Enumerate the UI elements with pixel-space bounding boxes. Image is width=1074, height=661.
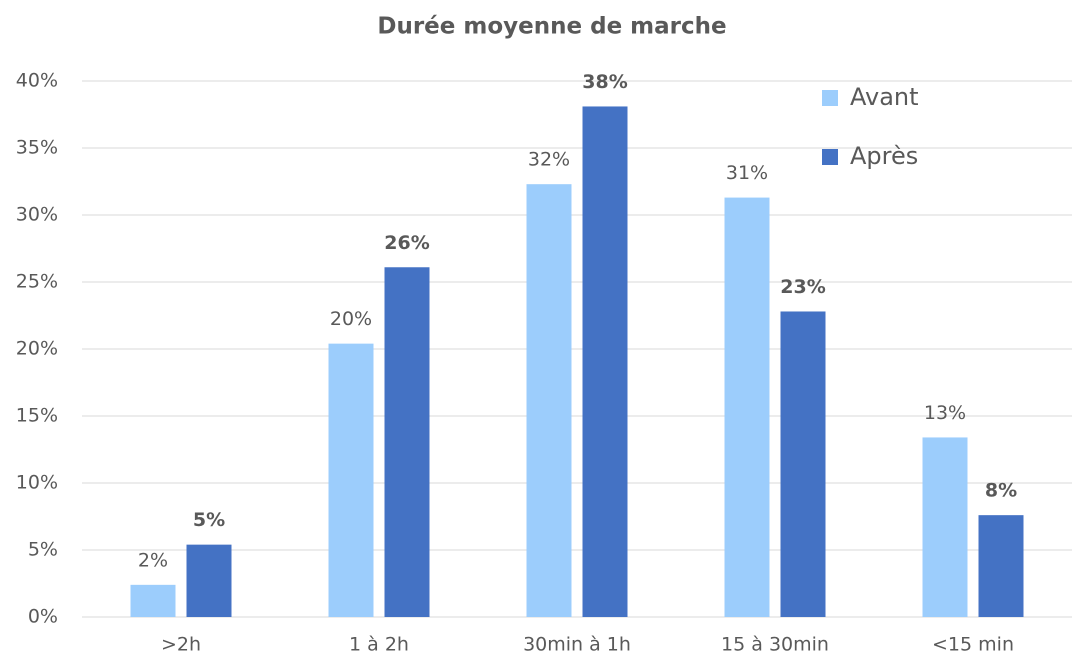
bar [582, 106, 628, 618]
y-tick-label: 35% [16, 137, 58, 159]
data-label: 5% [193, 509, 225, 531]
bar [780, 311, 826, 617]
bar [130, 584, 176, 617]
y-tick-label: 30% [16, 204, 58, 226]
y-tick-label: 20% [16, 338, 58, 360]
legend-swatch [822, 149, 838, 165]
x-tick-label: <15 min [932, 634, 1014, 656]
bar [978, 515, 1024, 617]
legend-label: Avant [850, 83, 919, 111]
bar [328, 343, 374, 617]
y-tick-label: 10% [16, 472, 58, 494]
legend-swatch [822, 90, 838, 106]
bar [186, 544, 232, 617]
data-label: 20% [330, 308, 372, 330]
data-label: 8% [985, 480, 1017, 502]
data-label: 38% [582, 71, 627, 93]
data-label: 32% [528, 149, 570, 171]
y-tick-label: 25% [16, 271, 58, 293]
x-tick-label: 30min à 1h [523, 634, 631, 656]
y-tick-label: 40% [16, 70, 58, 92]
legend-label: Après [850, 142, 918, 170]
bar [384, 267, 430, 617]
data-label: 31% [726, 162, 768, 184]
y-tick-label: 15% [16, 405, 58, 427]
bar [724, 197, 770, 617]
data-label: 26% [384, 232, 429, 254]
data-label: 2% [138, 549, 168, 571]
chart-title: Durée moyenne de marche [377, 14, 726, 40]
y-tick-label: 0% [28, 606, 58, 628]
data-label: 13% [924, 402, 966, 424]
data-label: 23% [780, 276, 825, 298]
y-tick-label: 5% [28, 539, 58, 561]
bar [526, 184, 572, 617]
bar [922, 437, 968, 617]
x-tick-label: >2h [161, 634, 201, 656]
x-tick-label: 15 à 30min [721, 634, 829, 656]
x-tick-label: 1 à 2h [349, 634, 409, 656]
